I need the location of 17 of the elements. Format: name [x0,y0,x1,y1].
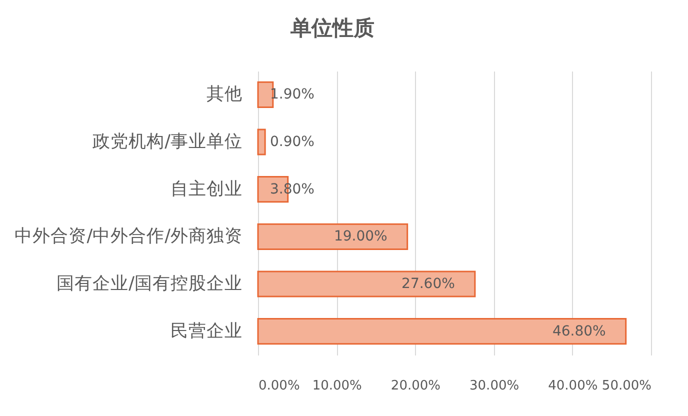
x-tick-label: 10.00% [312,378,362,394]
x-tick-label: 0.00% [258,378,300,394]
y-tick-label: 自主创业 [170,178,242,200]
y-tick-label: 其他 [206,84,242,105]
x-tick-label: 30.00% [470,378,520,394]
x-tick-label: 20.00% [390,378,440,394]
data-label: 46.80% [552,323,606,340]
x-tick-label: 40.00% [548,378,598,394]
data-label: 27.60% [402,276,455,292]
data-label: 0.90% [270,134,314,150]
x-tick-label: 50.00% [602,378,652,394]
y-tick-label: 中外合资/中外合作/外商独资 [14,226,242,247]
chart-title: 单位性质 [290,16,375,40]
data-label: 19.00% [334,228,388,245]
y-tick-label: 民营企业 [170,321,242,342]
y-tick-label: 国有企业/国有控股企业 [56,274,242,294]
y-tick-label: 政党机构/事业单位 [92,132,242,152]
